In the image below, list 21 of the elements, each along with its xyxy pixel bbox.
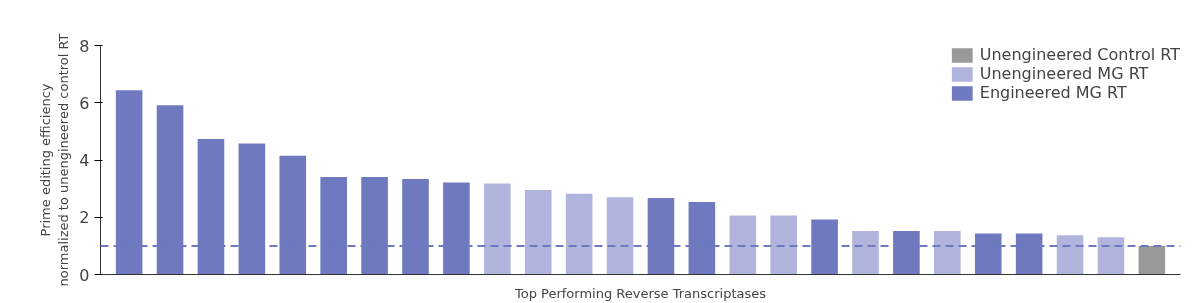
legend-label: Unengineered MG RT <box>979 64 1149 83</box>
bar <box>484 183 511 275</box>
bar <box>729 215 757 275</box>
bar <box>565 193 593 275</box>
bar <box>1056 235 1084 275</box>
bar <box>1138 245 1166 275</box>
legend-label: Engineered MG RT <box>979 83 1127 102</box>
legend-label: Unengineered Control RT <box>979 45 1180 64</box>
y-tick-label: 4 <box>79 151 90 170</box>
bar <box>852 230 879 275</box>
bar <box>1097 237 1125 275</box>
bar <box>524 190 552 275</box>
y-axis-title: Prime editing efficiency normalized to unengineered control RT <box>38 33 72 287</box>
y-tick-label: 6 <box>79 93 90 113</box>
bar <box>606 197 634 275</box>
y-tick-label: 0 <box>79 265 90 285</box>
y-tick-label: 8 <box>79 36 90 56</box>
x-axis-title: Top Performing Reverse Transcriptases <box>513 285 767 301</box>
bar <box>934 230 961 275</box>
bar <box>770 215 797 275</box>
y-tick-label: 2 <box>79 208 90 228</box>
